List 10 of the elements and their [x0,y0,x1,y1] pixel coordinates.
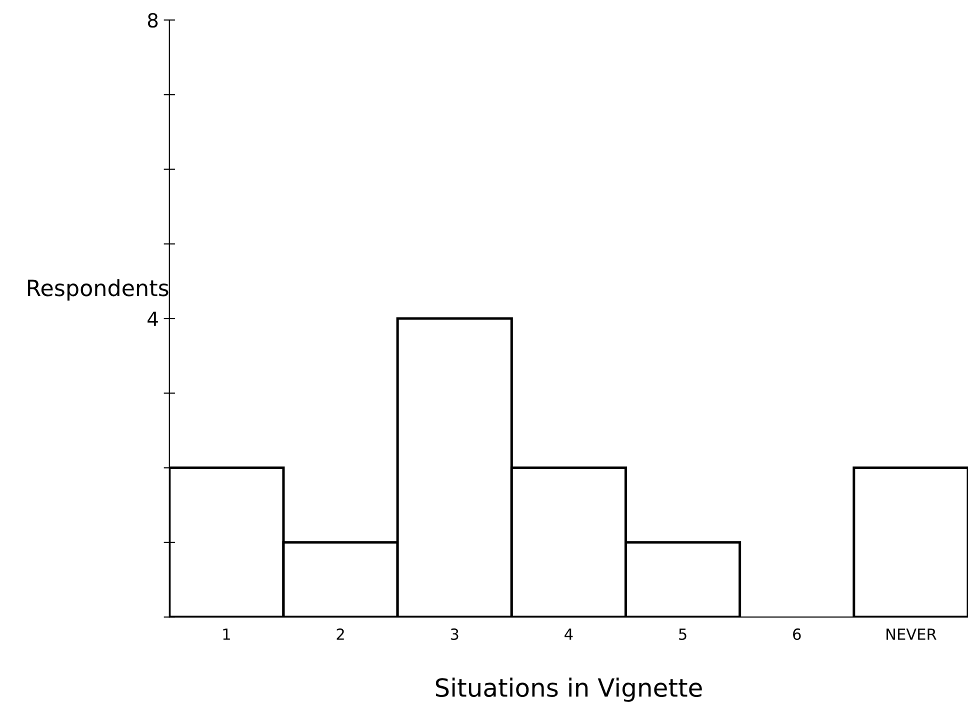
y-axis-title: Respondents [28,279,168,301]
x-tick-label: 6 [793,628,801,640]
x-tick-label: 1 [223,628,230,640]
x-tick-label: NEVER [886,628,936,640]
y-tick-label: 8 [148,12,158,28]
x-tick-label: 2 [336,628,344,640]
x-tick-label: 5 [679,628,686,640]
x-axis-title: Situations in Vignette [436,678,702,702]
x-tick-label: 3 [450,628,458,640]
x-tick-label: 4 [564,628,573,640]
